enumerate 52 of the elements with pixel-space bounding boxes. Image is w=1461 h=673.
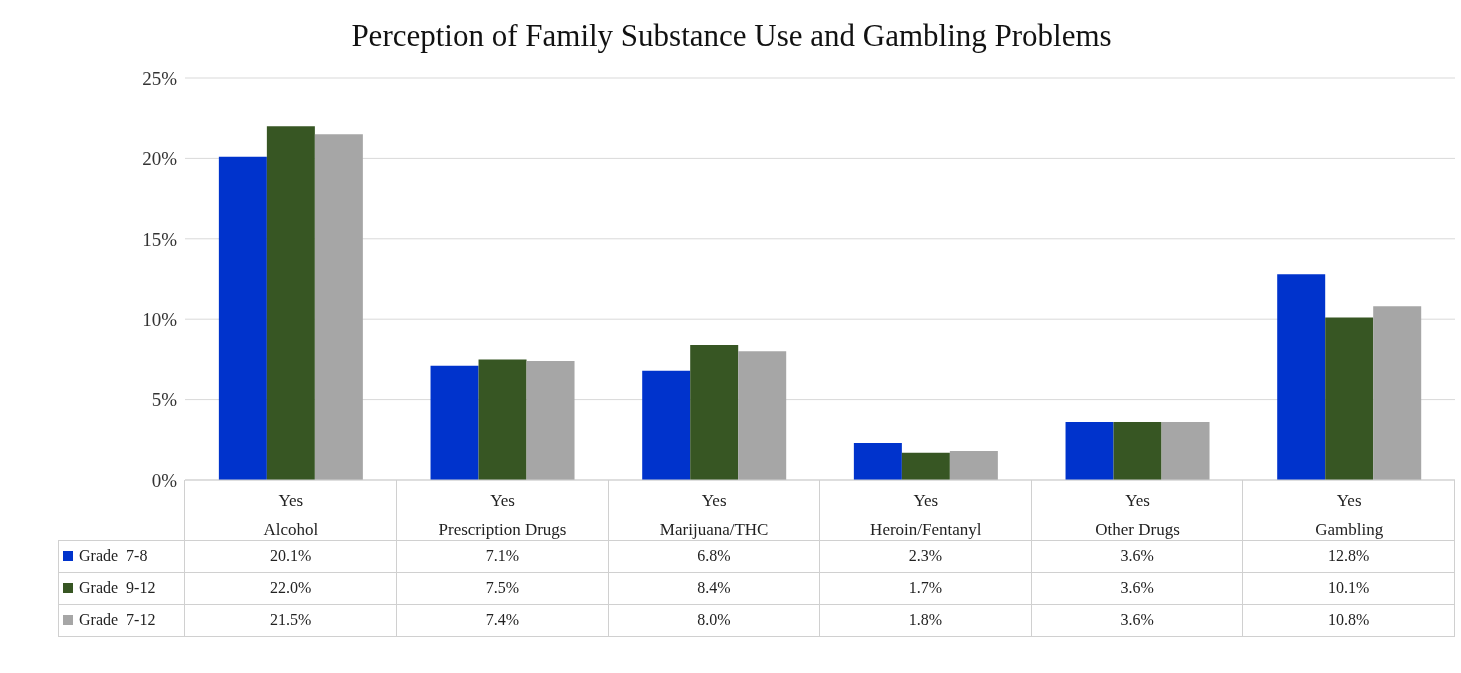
y-tick-label: 20% [142,148,178,170]
y-tick-label: 15% [142,228,178,250]
data-label: 2.3% [819,540,1032,572]
data-label: 12.8% [1242,540,1455,572]
bar [266,126,315,480]
data-label: 1.8% [819,604,1032,636]
chart-title: Perception of Family Substance Use and Gambling Problems [350,18,1113,54]
legend-label: Grade 7-8 [79,547,148,564]
bar [1325,317,1374,480]
data-label: 20.1% [184,540,397,572]
x-tick-label: Yes Alcohol [263,491,319,539]
bar [526,361,575,480]
x-tick-label: Yes Other Drugs [1095,491,1180,539]
data-label: 10.8% [1242,604,1455,636]
y-tick-label: 0% [151,469,178,491]
y-tick-label: 25% [142,67,178,89]
bar [1161,422,1210,480]
x-tick-label: Yes Gambling [1315,491,1384,539]
bar [1277,274,1326,480]
data-label: 22.0% [184,572,397,604]
data-label: 3.6% [1031,540,1243,572]
x-tick-label: Yes Marijuana/THC [659,491,769,539]
data-label: 8.4% [608,572,820,604]
legend-label: Grade 7-12 [79,611,156,628]
bar [738,351,787,480]
x-tick-label: Yes Heroin/Fentanyl [870,491,982,539]
bar [853,443,902,480]
bar [1113,422,1162,480]
bar [1065,422,1114,480]
y-tick-label: 10% [142,308,178,330]
data-label: 7.5% [396,572,609,604]
bar [901,452,950,480]
data-label: 21.5% [184,604,397,636]
data-label: 8.0% [608,604,820,636]
bar [430,365,479,480]
data-label: 3.6% [1031,572,1243,604]
data-label: 7.4% [396,604,609,636]
bar [1373,306,1422,480]
bar [690,344,739,480]
bar [949,451,998,480]
bar [642,370,691,480]
data-label: 1.7% [819,572,1032,604]
data-label: 3.6% [1031,604,1243,636]
bar [218,156,267,480]
y-tick-label: 5% [151,389,178,411]
data-label: 10.1% [1242,572,1455,604]
x-tick-label: Yes Prescription Drugs [438,491,567,539]
bar [478,359,527,480]
bar [314,134,363,480]
data-label: 6.8% [608,540,820,572]
data-label: 7.1% [396,540,609,572]
legend-label: Grade 9-12 [79,579,156,596]
